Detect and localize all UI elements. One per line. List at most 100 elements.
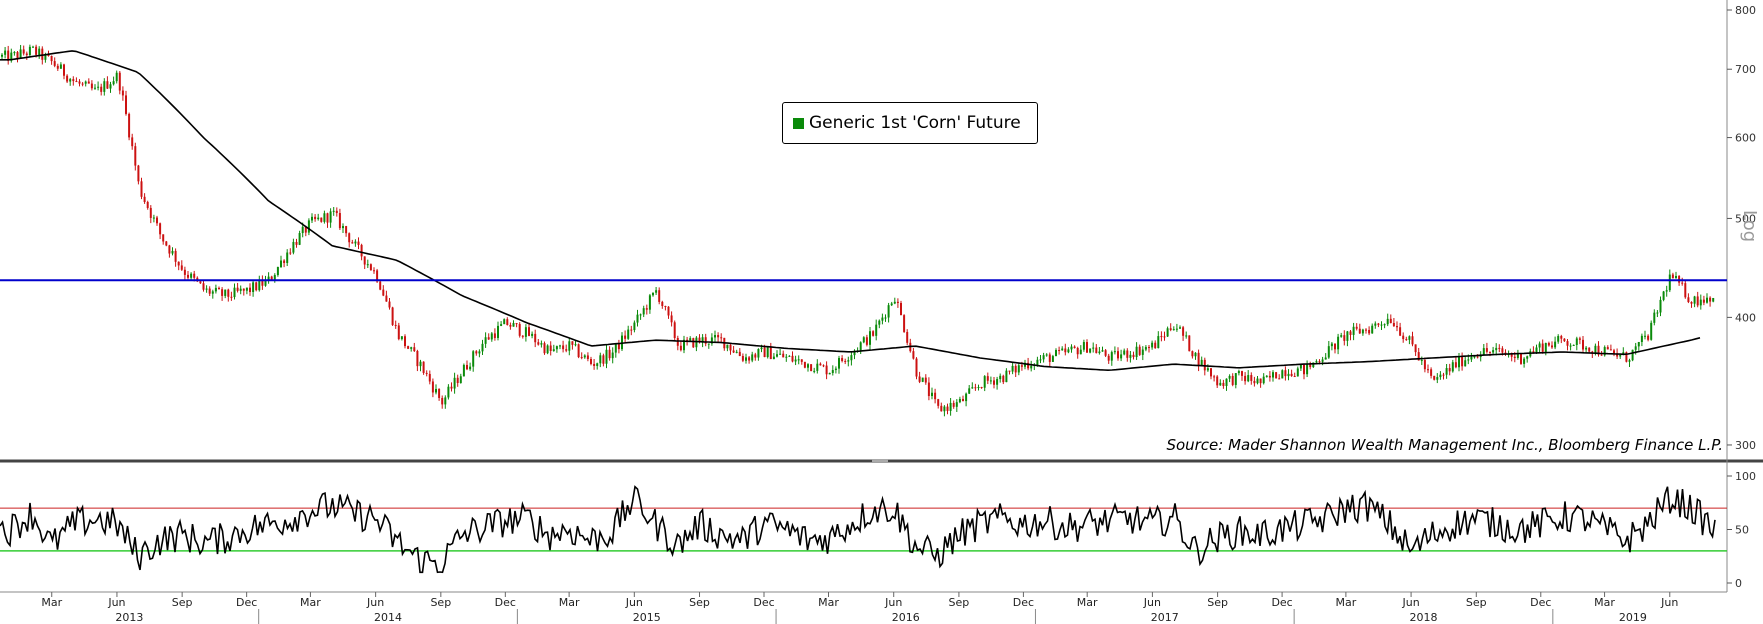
price-candle-body (1427, 369, 1429, 371)
price-candle-body (1058, 350, 1061, 352)
price-candle-body (143, 196, 146, 203)
price-candle-body (1358, 328, 1361, 334)
price-candle-body (373, 270, 375, 272)
price-candle-body (1650, 322, 1653, 340)
price-candle-body (354, 241, 357, 244)
price-candle-body (428, 373, 431, 382)
price-candle-body (267, 276, 270, 280)
price-tick-label: 600 (1735, 132, 1756, 145)
price-candle-body (1051, 356, 1054, 362)
year-label: 2013 (115, 611, 143, 624)
price-candle-body (140, 181, 143, 197)
price-candle-body (859, 342, 862, 351)
price-candle-body (35, 46, 38, 55)
month-tick-label: Sep (172, 596, 193, 609)
price-candle-body (103, 81, 106, 92)
price-candle-body (1327, 346, 1330, 358)
price-candle-body (1690, 302, 1693, 304)
price-candle-body (1148, 347, 1150, 349)
price-candle-body (903, 315, 906, 332)
price-candle-body (180, 265, 183, 270)
price-candle-body (112, 81, 115, 85)
price-candle-body (323, 213, 326, 222)
chart-legend: Generic 1st 'Corn' Future (782, 102, 1038, 144)
month-tick-label: Dec (1013, 596, 1034, 609)
price-candle-body (986, 376, 989, 381)
price-candle-body (1653, 312, 1656, 323)
month-tick-label: Sep (689, 596, 710, 609)
price-candle-body (912, 351, 915, 359)
month-tick-label: Jun (366, 596, 384, 609)
price-candle-body (413, 347, 416, 351)
price-candle-body (416, 350, 419, 367)
price-candle-body (741, 356, 744, 361)
price-candle-body (1039, 359, 1042, 361)
price-candles (1, 44, 1715, 417)
price-candle-body (1616, 353, 1619, 357)
price-candle-body (90, 83, 93, 89)
price-candle-body (1120, 354, 1123, 359)
price-candle-body (422, 361, 425, 373)
price-candle-body (1454, 362, 1457, 368)
month-tick-label: Sep (1466, 596, 1487, 609)
price-candle-body (351, 242, 354, 244)
price-candle-body (1303, 364, 1305, 375)
price-candle-body (1244, 375, 1247, 382)
price-candle-body (338, 213, 341, 229)
price-candle-body (1684, 283, 1687, 298)
price-candle-body (1042, 355, 1045, 360)
price-candle-body (1662, 291, 1665, 300)
price-candle-body (1024, 362, 1026, 367)
price-candle-body (1445, 368, 1448, 375)
price-candle-body (1430, 369, 1433, 376)
price-candle-body (1315, 361, 1318, 363)
price-candle-body (326, 213, 329, 223)
price-candle-body (1185, 335, 1188, 337)
price-candle-body (549, 345, 552, 352)
price-candle-body (1492, 350, 1495, 353)
price-candle-body (1671, 274, 1674, 279)
price-candle-body (1144, 347, 1147, 350)
price-candle-body (1706, 297, 1708, 303)
price-candle-body (1281, 370, 1284, 379)
price-candle-body (444, 397, 447, 405)
price-candle-body (298, 233, 301, 245)
price-candle-body (478, 351, 481, 354)
price-tick-label: 500 (1735, 212, 1756, 225)
price-candle-body (202, 283, 205, 290)
price-candle-body (1110, 352, 1113, 361)
price-candle-body (276, 266, 279, 276)
price-candle-body (1082, 342, 1085, 350)
price-candle-body (1461, 355, 1464, 367)
price-candle-body (1551, 345, 1553, 348)
price-candle-body (1247, 375, 1250, 382)
price-candle-body (388, 301, 391, 308)
price-candle-body (1405, 339, 1408, 341)
price-candle-body (707, 343, 710, 345)
price-candle-body (1566, 341, 1569, 346)
price-candle-body (450, 386, 453, 389)
price-candle-body (989, 380, 992, 382)
price-candle-body (841, 358, 844, 361)
price-candle-body (369, 264, 372, 271)
price-candle-body (311, 216, 313, 221)
price-candle-body (47, 54, 50, 56)
price-candle-body (121, 90, 124, 96)
price-candle-body (776, 354, 778, 357)
price-candle-body (404, 336, 406, 347)
price-candle-body (900, 302, 902, 316)
price-candle-body (1151, 342, 1154, 348)
price-candle-body (59, 64, 62, 69)
price-candle-body (1560, 336, 1563, 339)
price-candle-body (286, 252, 289, 263)
price-candle-body (599, 355, 602, 364)
year-label: 2015 (633, 611, 661, 624)
price-candle-body (1535, 347, 1538, 353)
price-candle-body (1473, 356, 1476, 358)
price-candle-body (834, 368, 837, 371)
time-axis: Mar Jun Sep Dec Mar Jun Sep Dec Mar Jun Sep Dec Mar J… (41, 592, 1678, 624)
price-candle-body (19, 49, 22, 59)
price-candle-body (577, 344, 580, 358)
price-candle-body (261, 279, 264, 286)
price-candle-body (1696, 296, 1699, 306)
